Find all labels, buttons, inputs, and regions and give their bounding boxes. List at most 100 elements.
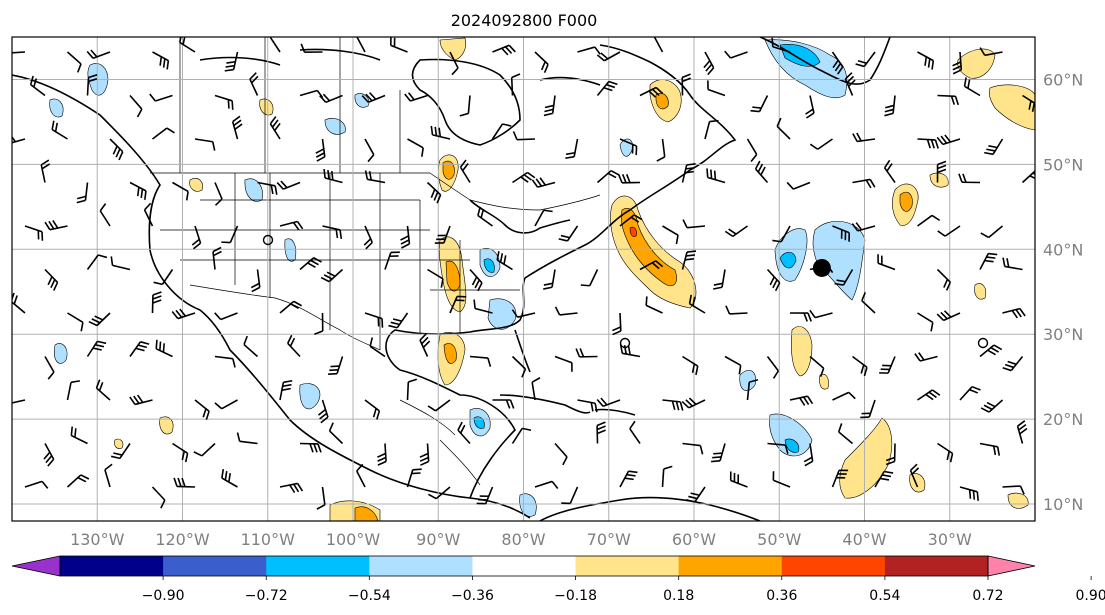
wind-barb bbox=[554, 355, 573, 372]
lat-tick-label: 30°N bbox=[1043, 325, 1083, 344]
wind-barb bbox=[711, 443, 726, 463]
wind-barb bbox=[86, 254, 108, 270]
colorbar-tick-label: −0.90 bbox=[142, 588, 185, 604]
wind-barb bbox=[681, 163, 696, 183]
wind-barb bbox=[809, 355, 825, 377]
wind-barb bbox=[914, 352, 938, 362]
wind-barb bbox=[364, 312, 384, 328]
wind-barb bbox=[561, 486, 579, 505]
neg-area bbox=[354, 93, 370, 108]
wind-barb bbox=[852, 355, 868, 377]
colorbar-bin bbox=[472, 556, 577, 576]
wind-barb bbox=[214, 182, 223, 206]
wind-barb bbox=[629, 420, 641, 444]
wind-barb bbox=[580, 269, 599, 287]
wind-barb bbox=[855, 51, 876, 68]
wind-barb bbox=[937, 94, 960, 106]
wind-barb bbox=[43, 443, 55, 467]
wind-barb bbox=[299, 257, 322, 271]
wind-barb bbox=[496, 251, 513, 271]
wind-barb bbox=[936, 268, 952, 291]
colorbar bbox=[11, 555, 1036, 577]
wind-barb bbox=[534, 480, 559, 489]
neg-strong-area bbox=[779, 251, 797, 269]
colorbar-tick-label: 0.72 bbox=[972, 588, 1003, 604]
colorbar-extend-high bbox=[987, 555, 1036, 577]
wind-barb bbox=[434, 225, 451, 244]
wind-barb bbox=[831, 51, 844, 75]
markers bbox=[262, 234, 989, 349]
wind-barb bbox=[243, 335, 259, 358]
wind-barb bbox=[389, 37, 408, 53]
lon-tick-label: 70°W bbox=[587, 530, 631, 549]
wind-barb bbox=[703, 51, 715, 76]
pos-area bbox=[259, 98, 274, 116]
wind-barb bbox=[155, 339, 173, 358]
wind-barb bbox=[577, 399, 598, 413]
wind-barb bbox=[543, 269, 556, 290]
wind-barb bbox=[619, 214, 643, 227]
wind-barb bbox=[400, 225, 411, 249]
wind-barb bbox=[575, 348, 598, 358]
wind-barb bbox=[279, 379, 293, 401]
wind-barb bbox=[377, 443, 387, 466]
wind-barb bbox=[619, 470, 638, 488]
wind-barb bbox=[315, 138, 326, 162]
neg-area bbox=[49, 98, 64, 118]
wind-barb bbox=[963, 77, 981, 97]
pos-strong-area bbox=[443, 343, 457, 364]
wind-barb bbox=[66, 51, 82, 73]
wind-barb bbox=[369, 337, 386, 358]
wind-barb bbox=[29, 75, 46, 97]
wind-barb bbox=[109, 138, 124, 161]
lat-tick-label: 60°N bbox=[1043, 70, 1083, 89]
wind-barb bbox=[724, 355, 742, 375]
wind-barb bbox=[809, 309, 833, 319]
wind-barb bbox=[457, 421, 471, 445]
neg-area bbox=[739, 370, 756, 392]
wind-barb bbox=[837, 423, 854, 445]
wind-barb bbox=[554, 306, 578, 316]
wind-barb bbox=[214, 355, 236, 368]
wind-barb bbox=[980, 225, 1004, 239]
wind-barb bbox=[361, 92, 386, 103]
wind-barb bbox=[322, 225, 343, 239]
wind-barb bbox=[95, 379, 111, 401]
lon-tick-label: 80°W bbox=[501, 530, 545, 549]
pos-area bbox=[819, 373, 829, 390]
wind-barb bbox=[511, 309, 536, 318]
wind-barb bbox=[477, 206, 493, 227]
wind-barb bbox=[319, 93, 343, 104]
wind-barb bbox=[419, 333, 431, 357]
wind-barb bbox=[51, 120, 68, 140]
wind-barb bbox=[249, 72, 259, 96]
wind-barb bbox=[76, 182, 89, 204]
wind-barb bbox=[152, 127, 175, 140]
hispaniola bbox=[594, 408, 636, 416]
canada-provinces bbox=[179, 37, 401, 173]
wind-barb bbox=[194, 399, 210, 421]
wind-barb bbox=[320, 268, 344, 283]
wind-barb bbox=[1002, 257, 1023, 271]
south-america bbox=[539, 496, 761, 521]
wind-barb bbox=[917, 312, 934, 332]
wind-barb bbox=[194, 138, 216, 151]
wind-barb bbox=[746, 138, 758, 163]
wind-barb bbox=[67, 312, 84, 332]
wind-barb bbox=[317, 399, 329, 424]
lon-tick-label: 50°W bbox=[757, 530, 801, 549]
wind-barb bbox=[143, 202, 154, 227]
wind-barb bbox=[1022, 94, 1035, 112]
wind-barb bbox=[191, 225, 202, 250]
wind-barb bbox=[404, 92, 428, 102]
wind-barb bbox=[789, 395, 814, 406]
wind-barb bbox=[617, 173, 641, 184]
wind-barb bbox=[639, 260, 664, 271]
wind-barb bbox=[428, 486, 451, 500]
wind-barb bbox=[682, 219, 706, 229]
pos-strong-area bbox=[354, 506, 379, 521]
wind-barb bbox=[1002, 307, 1026, 319]
wind-barb bbox=[656, 138, 666, 162]
wind-barb bbox=[771, 37, 791, 53]
pos-area bbox=[839, 417, 893, 499]
